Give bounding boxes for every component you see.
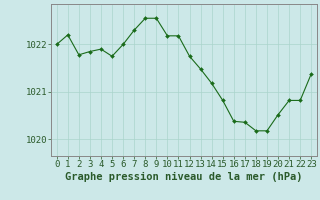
X-axis label: Graphe pression niveau de la mer (hPa): Graphe pression niveau de la mer (hPa) xyxy=(65,172,303,182)
